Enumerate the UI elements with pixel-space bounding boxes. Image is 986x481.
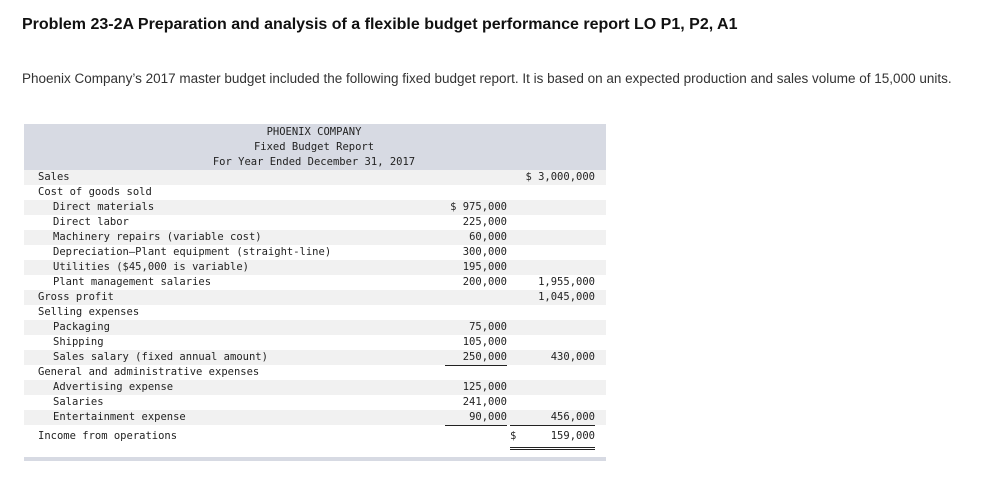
row-gross-profit: Gross profit 1,045,000 (24, 290, 606, 305)
row-advertising: Advertising expense 125,000 (24, 380, 606, 395)
row-total: 1,045,000 (538, 291, 595, 303)
problem-title: Problem 23-2A Preparation and analysis o… (22, 16, 738, 33)
row-total: 430,000 (550, 351, 595, 363)
row-label: Selling expenses (38, 306, 140, 318)
row-label: Direct labor (53, 216, 129, 228)
row-label: Income from operations (38, 430, 178, 442)
row-direct-labor: Direct labor 225,000 (24, 215, 606, 230)
row-total: 159,000 (550, 430, 595, 442)
row-label: Salaries (53, 396, 104, 408)
row-label: Utilities ($45,000 is variable) (53, 261, 249, 273)
row-label: Machinery repairs (variable cost) (53, 231, 262, 243)
row-amount: 250,000 (445, 350, 507, 366)
row-total: 1,955,000 (510, 275, 595, 291)
row-amount: 90,000 (445, 410, 507, 426)
row-amount: 241,000 (462, 396, 507, 408)
row-machinery-repairs: Machinery repairs (variable cost) 60,000 (24, 230, 606, 245)
row-label: Depreciation—Plant equipment (straight-l… (53, 246, 332, 258)
row-label: Cost of goods sold (38, 186, 152, 198)
row-amount: $ 975,000 (450, 201, 507, 213)
intro-text: Phoenix Company’s 2017 master budget inc… (22, 71, 952, 86)
report-period: For Year Ended December 31, 2017 (212, 156, 416, 168)
row-amount: 105,000 (462, 336, 507, 348)
row-amount: 225,000 (462, 216, 507, 228)
row-salaries: Salaries 241,000 (24, 395, 606, 410)
row-label: Entertainment expense (53, 411, 186, 423)
fixed-budget-report: PHOENIX COMPANY Fixed Budget Report For … (24, 124, 606, 461)
row-income-from-operations: Income from operations $159,000 (24, 425, 606, 450)
row-amount: 75,000 (469, 321, 507, 333)
row-amount: 300,000 (462, 246, 507, 258)
report-rows: Sales $ 3,000,000 Cost of goods sold Dire… (24, 170, 606, 450)
row-label: Direct materials (53, 201, 155, 213)
row-entertainment: Entertainment expense 90,000 456,000 (24, 410, 606, 426)
row-total: 456,000 (510, 410, 595, 426)
row-direct-materials: Direct materials $ 975,000 (24, 200, 606, 215)
row-total: $ 3,000,000 (525, 171, 595, 183)
row-label: General and administrative expenses (38, 366, 260, 378)
row-label: Packaging (53, 321, 110, 333)
row-label: Gross profit (38, 291, 114, 303)
dollar-sign: $ (510, 430, 517, 442)
row-amount: 125,000 (462, 381, 507, 393)
row-amount: 200,000 (445, 275, 507, 291)
row-amount: 195,000 (462, 261, 507, 273)
row-plant-mgmt-salaries: Plant management salaries 200,000 1,955,00… (24, 275, 606, 291)
row-label: Sales salary (fixed annual amount) (53, 351, 268, 363)
row-selling-expenses: Selling expenses (24, 305, 606, 320)
row-sales: Sales $ 3,000,000 (24, 170, 606, 185)
row-depreciation: Depreciation—Plant equipment (straight-l… (24, 245, 606, 260)
row-shipping: Shipping 105,000 (24, 335, 606, 350)
row-ga-expenses: General and administrative expenses (24, 365, 606, 380)
report-footer-bar (24, 457, 606, 461)
row-packaging: Packaging 75,000 (24, 320, 606, 335)
row-label: Plant management salaries (53, 276, 212, 288)
row-utilities: Utilities ($45,000 is variable) 195,000 (24, 260, 606, 275)
row-label: Shipping (53, 336, 104, 348)
row-label: Advertising expense (53, 381, 174, 393)
row-sales-salary: Sales salary (fixed annual amount) 250,00… (24, 350, 606, 366)
row-total-cell: $159,000 (510, 425, 595, 450)
company-name: PHOENIX COMPANY (266, 126, 362, 138)
row-label: Sales (38, 171, 70, 183)
row-cogs: Cost of goods sold (24, 185, 606, 200)
row-amount: 60,000 (469, 231, 507, 243)
report-name: Fixed Budget Report (253, 141, 375, 153)
report-header: PHOENIX COMPANY Fixed Budget Report For … (24, 124, 606, 170)
